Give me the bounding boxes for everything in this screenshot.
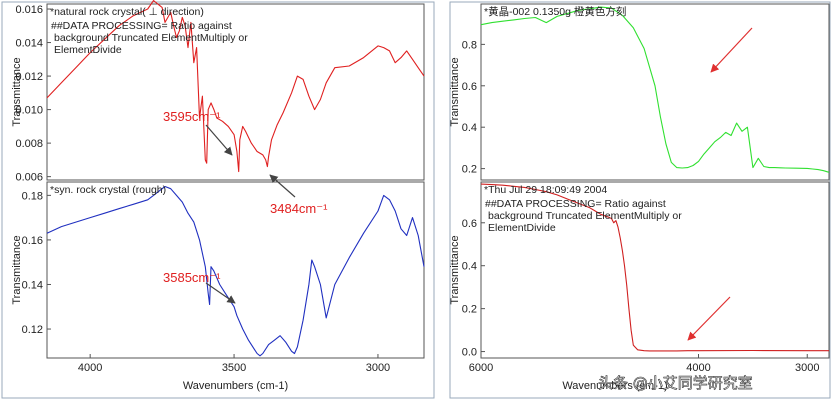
spectrum-line bbox=[480, 6, 830, 173]
plot-area bbox=[46, 3, 425, 181]
spectrum-line bbox=[46, 0, 425, 173]
panel-dated-spectrum: 0.0 0.2 0.4 0.6 6000 4000 3000 Transmittance Wav… bbox=[449, 181, 830, 392]
x-tick-label: 4000 bbox=[686, 362, 710, 374]
plot-area bbox=[480, 3, 830, 181]
panel-natural-rock-crystal: 0.006 0.008 0.010 0.012 0.014 0.016 Transmitta… bbox=[11, 0, 425, 216]
panel-title: *syn. rock crystal (rough) bbox=[50, 184, 166, 196]
processing-note: ElementDivide bbox=[488, 222, 556, 234]
x-tick-label: 6000 bbox=[469, 362, 493, 374]
spectrum-line bbox=[46, 185, 425, 357]
processing-note: ##DATA PROCESSING= Ratio against bbox=[51, 20, 232, 32]
panel-title: *natural rock crystal( ⊥ direction) bbox=[50, 6, 204, 18]
y-tick-label: 0.8 bbox=[462, 39, 477, 51]
y-tick-label: 0.2 bbox=[462, 304, 477, 316]
y-tick-label: 0.2 bbox=[462, 164, 477, 176]
y-tick-label: 0.016 bbox=[15, 4, 43, 16]
panel-syn-rock-crystal: 0.12 0.14 0.16 0.18 4000 3500 3000 Transmittanc… bbox=[11, 181, 425, 392]
x-axis-title: Wavenumbers (cm-1) bbox=[183, 380, 288, 392]
right-figure-frame bbox=[449, 1, 831, 399]
left-figure-frame bbox=[1, 1, 435, 399]
y-tick-label: 0.6 bbox=[462, 81, 477, 93]
panel-title: *黄晶-002 0.1350g 橙黄色方刻 bbox=[484, 5, 626, 18]
processing-note: background Truncated ElementMultiply or bbox=[488, 210, 682, 222]
spectrum-line bbox=[480, 183, 829, 352]
y-tick-label: 0.4 bbox=[462, 122, 477, 134]
processing-note: ##DATA PROCESSING= Ratio against bbox=[485, 198, 666, 210]
y-tick-label: 0.16 bbox=[22, 235, 43, 247]
y-tick-label: 0.0 bbox=[462, 347, 477, 359]
y-tick-label: 0.4 bbox=[462, 261, 477, 273]
y-axis-title: Transmittance bbox=[11, 57, 23, 126]
red-arrow-bottom bbox=[687, 296, 731, 341]
x-tick-label: 3000 bbox=[366, 362, 390, 374]
processing-note: background Truncated ElementMultiply or bbox=[54, 32, 248, 44]
watermark-text: 头条 @小艾同学研究室 bbox=[598, 374, 753, 392]
y-axis-title: Transmittance bbox=[449, 57, 461, 126]
y-tick-label: 0.008 bbox=[15, 138, 43, 150]
x-axis-title: Wavenumbers (cm-1) bbox=[562, 380, 667, 392]
y-axis-title: Transmittance bbox=[449, 235, 461, 304]
peak-label: 3585cm⁻¹ bbox=[163, 270, 221, 285]
red-arrow-top bbox=[710, 27, 753, 73]
y-axis-title: Transmittance bbox=[11, 235, 23, 304]
y-tick-label: 0.014 bbox=[15, 38, 43, 50]
arrow-3585 bbox=[205, 282, 236, 304]
plot-area bbox=[46, 181, 425, 359]
peak-label: 3595cm⁻¹ bbox=[163, 109, 221, 124]
x-tick-label: 3500 bbox=[222, 362, 246, 374]
plot-area bbox=[480, 181, 830, 359]
y-tick-label: 0.010 bbox=[15, 105, 43, 117]
arrow-3484 bbox=[269, 174, 296, 198]
arrow-3595 bbox=[205, 124, 233, 156]
y-tick-label: 0.6 bbox=[462, 218, 477, 230]
x-tick-label: 3000 bbox=[795, 362, 819, 374]
x-tick-label: 4000 bbox=[78, 362, 102, 374]
peak-label: 3484cm⁻¹ bbox=[270, 201, 328, 216]
y-tick-label: 0.18 bbox=[22, 190, 43, 202]
y-tick-label: 0.12 bbox=[22, 324, 43, 336]
y-tick-label: 0.14 bbox=[22, 279, 43, 291]
y-tick-label: 0.006 bbox=[15, 172, 43, 184]
processing-note: ElementDivide bbox=[54, 44, 122, 56]
y-tick-label: 0.012 bbox=[15, 71, 43, 83]
panel-title: *Thu Jul 29 18:09:49 2004 bbox=[484, 184, 607, 196]
